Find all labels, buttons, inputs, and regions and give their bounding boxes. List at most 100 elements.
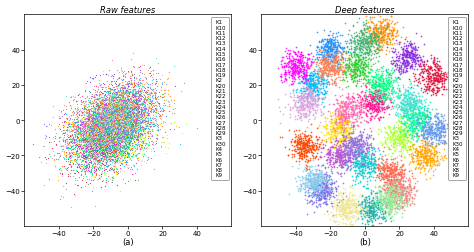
Point (367, 218, 375, 222)
Point (338, 125, 346, 129)
Point (389, 28, 397, 33)
Point (131, 107, 138, 111)
Point (277, 74, 284, 78)
Point (112, 130, 119, 134)
Point (350, 74, 357, 78)
Point (154, 111, 162, 115)
Point (369, 136, 376, 140)
Point (328, 145, 336, 149)
Point (136, 128, 143, 132)
Point (370, 201, 378, 205)
Point (88, 138, 96, 142)
Point (117, 115, 125, 119)
Point (87, 113, 95, 117)
Point (317, 39, 324, 43)
Point (384, 174, 392, 178)
Point (100, 112, 108, 116)
Point (426, 158, 434, 162)
Point (124, 126, 131, 130)
Point (415, 122, 422, 126)
Point (433, 60, 441, 64)
Point (302, 81, 310, 85)
Point (171, 107, 179, 111)
Point (107, 98, 115, 102)
Point (373, 47, 381, 51)
Point (108, 98, 115, 102)
Point (105, 130, 113, 134)
Point (359, 67, 366, 71)
Point (318, 53, 325, 57)
Point (94, 108, 101, 112)
Point (119, 106, 127, 110)
Point (323, 186, 330, 191)
Point (106, 87, 114, 91)
Point (342, 101, 349, 105)
Point (371, 218, 378, 222)
Point (371, 34, 379, 38)
Point (150, 105, 158, 109)
Point (335, 153, 342, 157)
Point (337, 112, 345, 116)
Point (350, 198, 357, 202)
Point (91, 130, 98, 134)
Point (389, 171, 397, 175)
Point (356, 69, 364, 73)
Point (311, 84, 319, 88)
Point (161, 91, 168, 96)
Point (108, 138, 115, 142)
Point (114, 152, 122, 156)
Point (387, 143, 394, 147)
Point (374, 40, 382, 44)
Point (438, 112, 445, 116)
Point (423, 137, 431, 141)
Point (419, 125, 427, 130)
Point (86, 153, 93, 158)
Point (428, 125, 436, 130)
Point (392, 206, 399, 210)
Point (95, 110, 102, 114)
Point (368, 202, 375, 206)
Point (98, 169, 105, 173)
Point (349, 163, 357, 167)
Point (403, 126, 410, 130)
Point (375, 41, 383, 45)
Point (111, 121, 119, 125)
Point (77, 122, 84, 126)
Point (432, 137, 440, 141)
Point (79, 160, 87, 164)
Point (122, 125, 130, 130)
Point (107, 143, 114, 147)
Point (343, 144, 350, 148)
Point (145, 123, 153, 127)
Point (303, 144, 311, 148)
Point (374, 91, 382, 95)
Point (355, 68, 362, 72)
Point (124, 129, 132, 133)
Point (370, 104, 377, 108)
Point (349, 144, 356, 148)
Point (372, 68, 380, 72)
Point (419, 43, 427, 47)
Point (413, 127, 421, 131)
Point (96, 112, 104, 116)
Point (359, 39, 366, 43)
Point (109, 163, 117, 167)
Point (363, 98, 370, 102)
Point (374, 98, 382, 102)
Point (110, 119, 118, 123)
Point (404, 190, 411, 194)
Point (66, 124, 73, 128)
Point (66, 137, 74, 141)
Point (333, 102, 340, 106)
Point (104, 121, 111, 125)
Point (367, 36, 374, 40)
Point (127, 139, 134, 143)
Point (337, 153, 344, 158)
Point (131, 117, 138, 121)
Point (105, 140, 112, 144)
Point (128, 107, 136, 111)
Point (116, 99, 124, 103)
Point (296, 156, 303, 160)
Point (427, 160, 434, 164)
Point (69, 168, 76, 172)
